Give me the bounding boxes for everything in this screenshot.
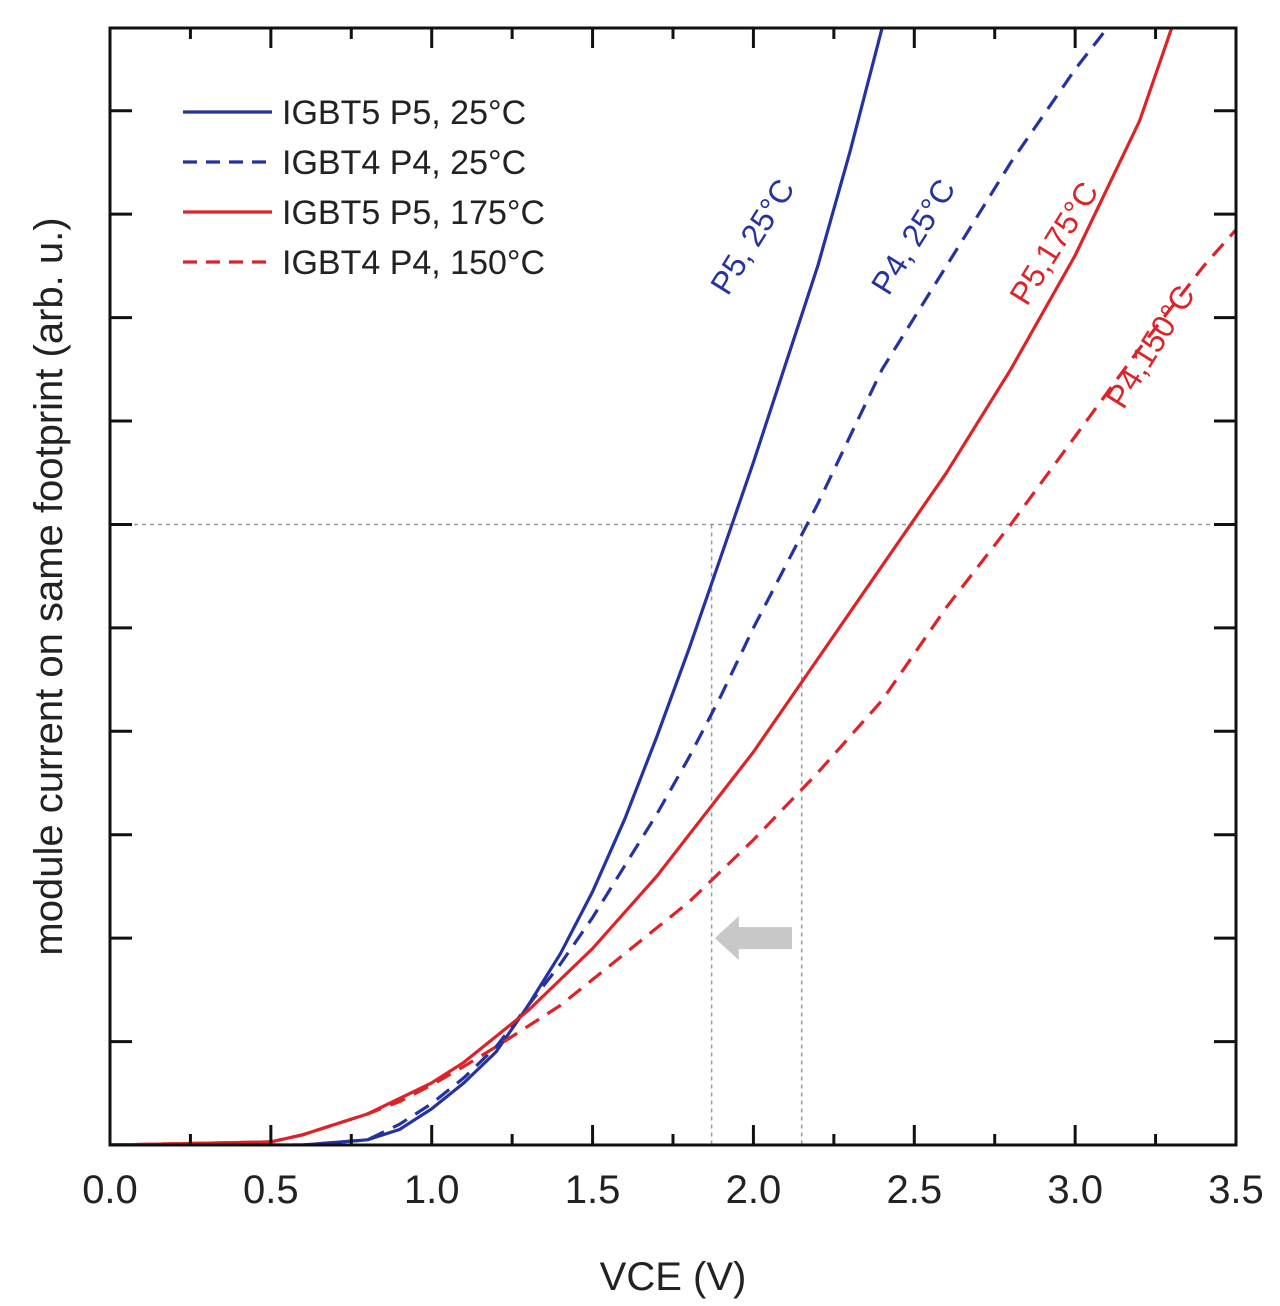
x-tick-label: 0.0 — [82, 1168, 138, 1212]
curve-label-2: P4, 25°C — [864, 173, 963, 301]
x-tick-label: 1.0 — [404, 1168, 460, 1212]
series-line-2 — [110, 28, 1109, 1145]
legend-label-3: IGBT5 P5, 175°C — [282, 194, 545, 232]
curve-label-1: P5, 25°C — [703, 173, 802, 301]
x-tick-label: 2.0 — [726, 1168, 782, 1212]
left-arrow-icon — [714, 916, 793, 961]
x-tick-labels: 0.0 0.5 1.0 1.5 2.0 2.5 3.0 3.5 — [82, 1168, 1264, 1212]
legend: IGBT5 P5, 25°C IGBT4 P4, 25°C IGBT5 P5, 17… — [183, 94, 545, 282]
legend-label-1: IGBT5 P5, 25°C — [282, 94, 526, 132]
series-line-3 — [110, 28, 1174, 1145]
y-axis-title: module current on same footprint (arb. u… — [27, 217, 71, 955]
x-tick-label: 2.5 — [886, 1168, 942, 1212]
legend-label-4: IGBT4 P4, 150°C — [282, 244, 545, 282]
series-lines — [110, 28, 1236, 1145]
series-line-4 — [110, 228, 1236, 1145]
reference-lines — [110, 523, 1236, 1145]
series-line-1 — [110, 28, 884, 1145]
curve-label-4: P4,150°C — [1099, 279, 1202, 415]
x-tick-label: 3.0 — [1047, 1168, 1103, 1212]
shift-arrow — [714, 916, 793, 961]
x-tick-label: 0.5 — [243, 1168, 299, 1212]
curve-labels: P5, 25°C P4, 25°C P5,175°CP4,150°C — [703, 173, 1202, 415]
axis-ticks — [108, 28, 1238, 1145]
legend-label-2: IGBT4 P4, 25°C — [282, 144, 526, 182]
x-tick-label: 3.5 — [1208, 1168, 1264, 1212]
x-tick-label: 1.5 — [565, 1168, 621, 1212]
x-axis-title: VCE (V) — [600, 1255, 747, 1299]
